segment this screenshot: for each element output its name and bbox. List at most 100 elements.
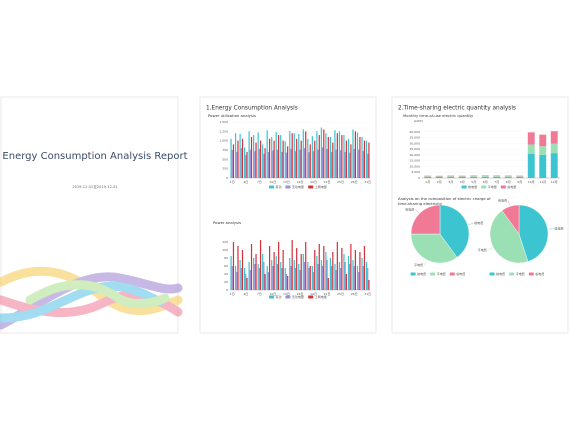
x-tick-label: 4月 — [460, 180, 465, 184]
bar — [246, 278, 248, 290]
x-tick-label: 1月 — [425, 180, 430, 184]
bar — [258, 148, 260, 178]
legend-swatch — [461, 185, 467, 189]
bar — [287, 146, 289, 178]
bar — [298, 264, 300, 290]
bar-segment — [481, 175, 489, 177]
bar — [338, 262, 341, 290]
y-tick-label: 0 — [418, 176, 420, 180]
bar-segment — [447, 175, 455, 177]
bar — [239, 133, 241, 178]
bar — [280, 262, 282, 290]
bar-segment — [470, 176, 478, 177]
x-tick-label: 4日 — [243, 292, 248, 296]
bar — [323, 129, 325, 178]
legend-label: 峰电费 — [496, 271, 505, 276]
bar — [311, 136, 313, 178]
legend-label: 上网电量 — [315, 184, 327, 189]
x-tick-label: 19日 — [310, 180, 317, 184]
bar — [268, 246, 271, 290]
x-tick-label: 10月 — [528, 180, 535, 184]
x-tick-label: 22日 — [324, 292, 331, 296]
bar — [294, 151, 297, 178]
x-tick-label: 7月 — [494, 180, 499, 184]
bar — [237, 140, 239, 178]
bar — [296, 248, 298, 290]
leader-line — [507, 200, 510, 206]
bar-segment — [481, 176, 489, 177]
y-tick-label: 15,000 — [410, 159, 421, 163]
y-tick-label: 30,000 — [410, 141, 421, 145]
leader-line — [423, 260, 427, 266]
y-tick-label: 20,000 — [410, 153, 421, 157]
bar — [312, 151, 315, 178]
bar-segment — [424, 176, 432, 177]
bar — [289, 258, 291, 290]
bar — [335, 149, 337, 178]
bar — [320, 127, 322, 178]
y-tick-label: 10,000 — [410, 164, 421, 168]
legend-swatch — [449, 272, 455, 276]
bar-segment — [527, 144, 535, 154]
bar — [327, 136, 329, 178]
x-tick-label: 3月 — [448, 180, 453, 184]
legend-swatch — [509, 272, 515, 276]
bar — [249, 270, 251, 290]
bar — [307, 262, 309, 290]
bar — [264, 148, 266, 178]
bar-segment — [504, 175, 512, 177]
bar-segment — [527, 153, 535, 178]
bar-segment — [470, 176, 478, 178]
bar-segment — [458, 175, 466, 177]
bar — [285, 152, 288, 178]
bar — [249, 149, 251, 178]
bar — [273, 140, 275, 178]
bar — [232, 242, 235, 290]
legend-label: 谷电费 — [535, 271, 544, 276]
bar — [244, 147, 246, 178]
bar — [254, 151, 256, 178]
bar — [358, 149, 360, 178]
y-tick-label: 1,000 — [219, 139, 228, 143]
bar — [282, 140, 284, 178]
bar-segment — [447, 176, 455, 178]
bar — [237, 246, 239, 290]
legend-swatch — [528, 272, 534, 276]
x-tick-label: 7日 — [257, 292, 262, 296]
bar — [275, 132, 277, 178]
x-tick-label: 16日 — [297, 292, 304, 296]
y-tick-label: 5,000 — [411, 170, 420, 174]
legend-label: 无功电量 — [292, 184, 304, 189]
bar — [323, 246, 325, 290]
bar — [289, 130, 291, 178]
bar — [341, 135, 343, 178]
bar — [245, 154, 247, 178]
bar — [255, 142, 257, 178]
bar — [343, 135, 345, 178]
bar — [361, 136, 363, 178]
pie-slice — [410, 233, 458, 264]
bar — [253, 258, 255, 290]
x-tick-label: 10日 — [269, 180, 276, 184]
legend-swatch — [410, 272, 416, 276]
leader-line — [548, 228, 554, 230]
bar — [312, 272, 315, 290]
y-tick-label: 0 — [226, 288, 228, 292]
bar-segment — [435, 176, 443, 178]
bar — [276, 149, 279, 178]
bar — [262, 254, 264, 290]
bar — [318, 244, 320, 290]
legend-label: 无功电量 — [292, 294, 304, 299]
x-tick-label: 22日 — [324, 180, 331, 184]
bar — [368, 280, 370, 290]
bar — [326, 148, 328, 178]
bar — [291, 240, 293, 290]
bar-segment — [481, 176, 489, 178]
slice-label: 峰电费 — [555, 226, 564, 231]
bar — [240, 148, 242, 178]
chart-title: Monthly time-of-use electric quantity — [403, 113, 474, 118]
y-tick-label: 500 — [222, 157, 228, 161]
bar — [329, 136, 332, 178]
bar — [266, 130, 268, 178]
bar — [352, 129, 354, 178]
